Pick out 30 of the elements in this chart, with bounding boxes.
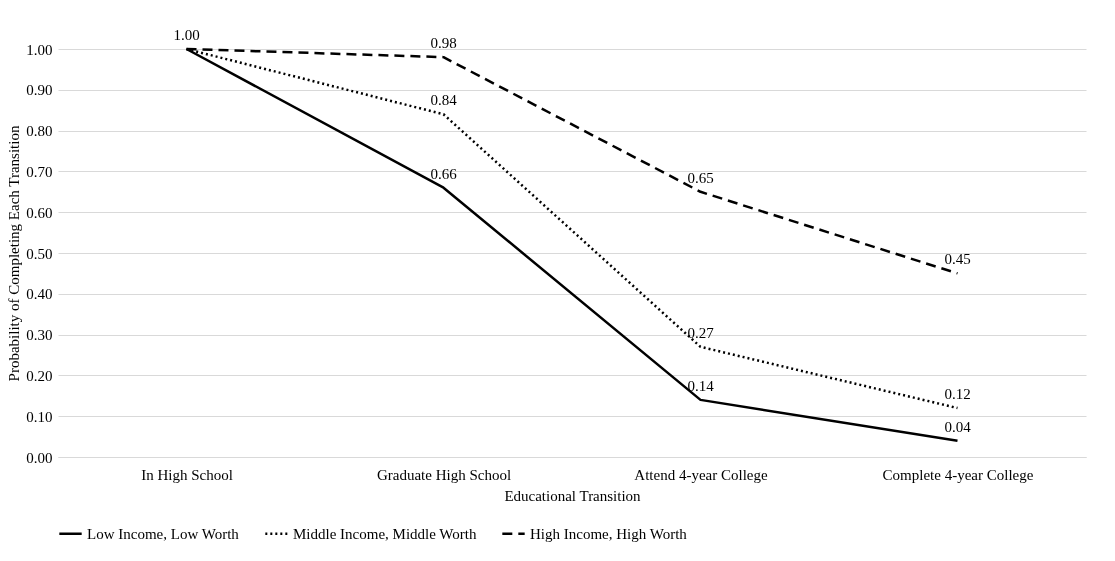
y-tick-label: 0.10: [26, 408, 53, 425]
data-label: 1.00: [173, 27, 200, 43]
data-label: 0.04: [944, 418, 972, 435]
data-label: 0.27: [687, 324, 715, 341]
y-axis-title: Probability of Completing Each Transition: [6, 125, 23, 382]
y-tick-label: 0.00: [26, 449, 53, 466]
legend-label: High Income, High Worth: [530, 525, 688, 542]
data-label: 0.98: [430, 35, 457, 52]
y-tick-label: 1.00: [26, 41, 53, 58]
legend-label: Low Income, Low Worth: [87, 525, 240, 542]
y-tick-label: 0.60: [26, 204, 53, 221]
data-label: 0.45: [944, 251, 971, 268]
data-label: 0.65: [687, 169, 714, 186]
data-label: 0.66: [430, 165, 458, 182]
x-tick-label: Attend 4-year College: [634, 466, 768, 483]
y-tick-label: 0.30: [26, 327, 53, 344]
data-label: 0.12: [944, 386, 971, 403]
x-tick-label: In High School: [141, 466, 233, 483]
data-label: 0.14: [687, 377, 715, 394]
y-tick-label: 0.90: [26, 82, 53, 99]
x-tick-label: Graduate High School: [376, 466, 512, 483]
y-tick-label: 0.70: [26, 163, 53, 180]
data-label: 0.84: [430, 92, 458, 109]
x-tick-label: Complete 4-year College: [882, 466, 1034, 483]
y-tick-label: 0.40: [26, 286, 53, 303]
y-tick-label: 0.80: [26, 123, 53, 140]
legend-label: Middle Income, Middle Worth: [293, 525, 477, 542]
y-tick-label: 0.20: [26, 367, 53, 384]
x-axis-title: Educational Transition: [504, 487, 642, 504]
y-tick-label: 0.50: [26, 245, 53, 262]
